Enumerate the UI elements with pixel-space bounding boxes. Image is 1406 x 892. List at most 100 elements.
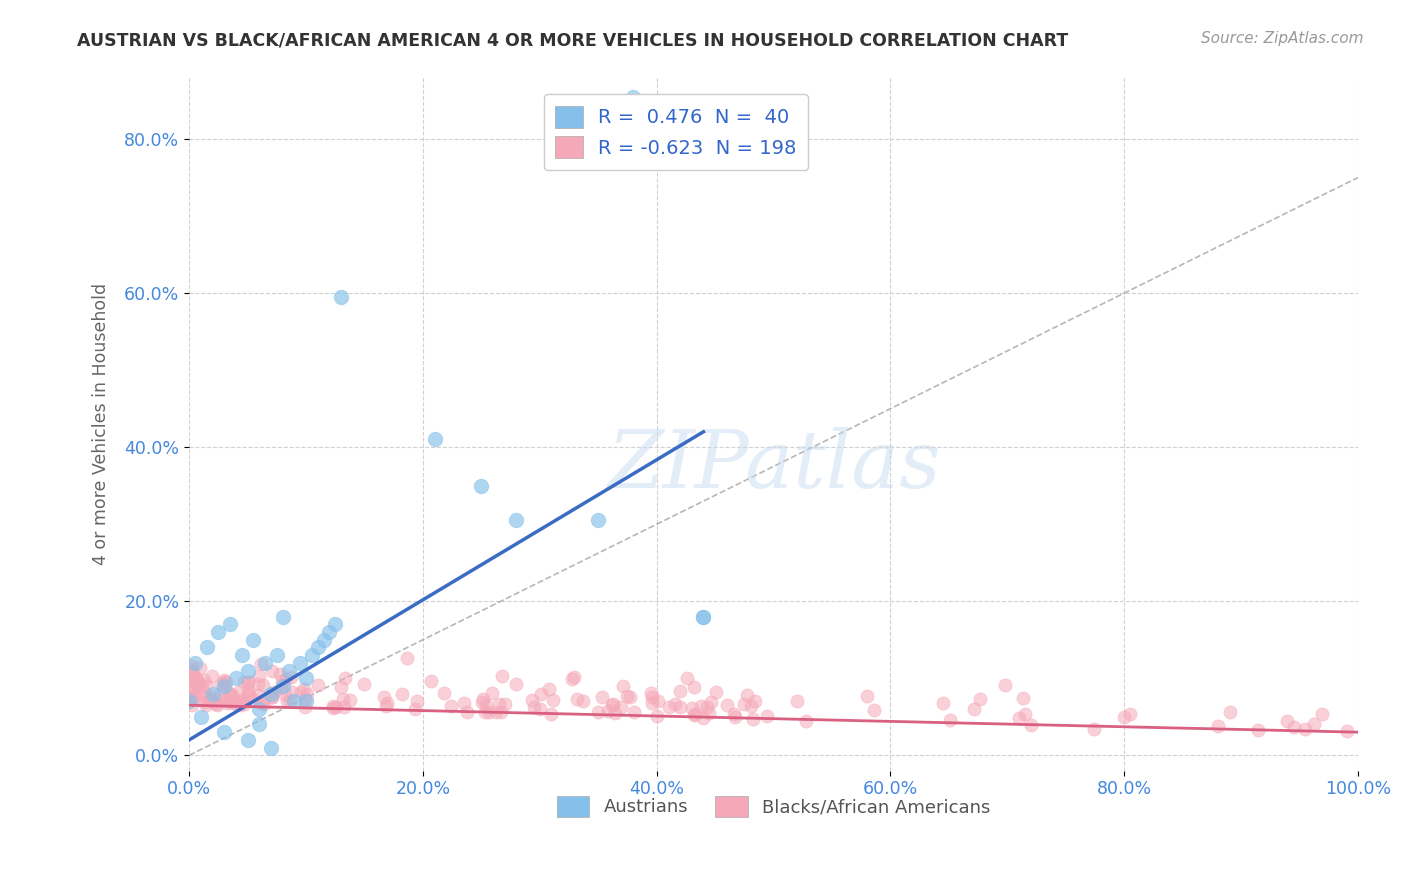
Point	[260, 740, 283, 755]
Point	[737, 689, 759, 703]
Point	[602, 697, 624, 711]
Point	[252, 678, 274, 692]
Point	[478, 705, 501, 719]
Point	[246, 676, 269, 690]
Point	[236, 674, 259, 689]
Point	[254, 656, 277, 670]
Point	[488, 697, 510, 711]
Point	[194, 695, 217, 709]
Point	[217, 694, 239, 708]
Point	[194, 698, 217, 713]
Point	[586, 705, 609, 719]
Point	[440, 698, 463, 713]
Point	[612, 679, 634, 693]
Point	[481, 685, 503, 699]
Point	[472, 691, 495, 706]
Point	[716, 698, 738, 712]
Point	[250, 657, 273, 672]
Point	[645, 708, 668, 723]
Point	[238, 689, 260, 703]
Point	[253, 698, 276, 712]
Point	[215, 674, 238, 689]
Point	[523, 700, 546, 714]
Point	[212, 673, 235, 688]
Point	[212, 725, 235, 739]
Point	[195, 640, 218, 655]
Point	[1294, 723, 1316, 737]
Point	[205, 698, 228, 712]
Point	[242, 692, 264, 706]
Point	[1014, 706, 1036, 721]
Point	[786, 694, 808, 708]
Point	[692, 711, 714, 725]
Point	[207, 625, 229, 640]
Point	[181, 673, 204, 688]
Point	[1310, 706, 1333, 721]
Point	[263, 684, 285, 698]
Point	[290, 685, 312, 699]
Point	[794, 714, 817, 728]
Point	[1247, 723, 1270, 737]
Point	[538, 681, 561, 696]
Point	[188, 680, 211, 694]
Point	[186, 674, 208, 689]
Point	[697, 706, 720, 721]
Point	[280, 670, 302, 684]
Point	[238, 675, 260, 690]
Point	[969, 692, 991, 706]
Point	[609, 699, 631, 714]
Point	[724, 710, 747, 724]
Point	[723, 707, 745, 722]
Point	[333, 671, 356, 685]
Point	[307, 678, 329, 692]
Point	[188, 674, 211, 689]
Point	[312, 632, 335, 647]
Point	[323, 617, 346, 632]
Point	[297, 687, 319, 701]
Point	[683, 706, 706, 721]
Point	[423, 433, 446, 447]
Point	[262, 664, 284, 678]
Point	[433, 685, 456, 699]
Point	[522, 692, 544, 706]
Point	[179, 671, 201, 685]
Point	[669, 700, 692, 714]
Point	[201, 687, 224, 701]
Point	[374, 699, 396, 714]
Point	[221, 688, 243, 702]
Point	[681, 701, 703, 715]
Point	[294, 681, 316, 696]
Point	[270, 681, 292, 696]
Point	[283, 694, 305, 708]
Point	[247, 702, 270, 716]
Point	[562, 670, 585, 684]
Point	[475, 698, 498, 713]
Point	[333, 700, 356, 714]
Point	[529, 702, 551, 716]
Point	[277, 664, 299, 678]
Point	[484, 706, 506, 720]
Point	[181, 698, 204, 713]
Point	[1083, 722, 1105, 736]
Point	[621, 89, 644, 103]
Point	[231, 648, 253, 662]
Point	[218, 689, 240, 703]
Point	[218, 687, 240, 701]
Point	[619, 690, 641, 705]
Point	[471, 695, 494, 709]
Point	[294, 692, 316, 706]
Point	[186, 675, 208, 690]
Point	[222, 696, 245, 710]
Point	[225, 671, 247, 685]
Point	[209, 686, 232, 700]
Point	[181, 691, 204, 706]
Point	[1275, 714, 1298, 728]
Point	[491, 705, 513, 719]
Point	[375, 696, 398, 710]
Point	[1011, 690, 1033, 705]
Point	[692, 609, 714, 624]
Point	[325, 699, 347, 714]
Point	[179, 694, 201, 708]
Point	[228, 698, 250, 712]
Point	[391, 687, 413, 701]
